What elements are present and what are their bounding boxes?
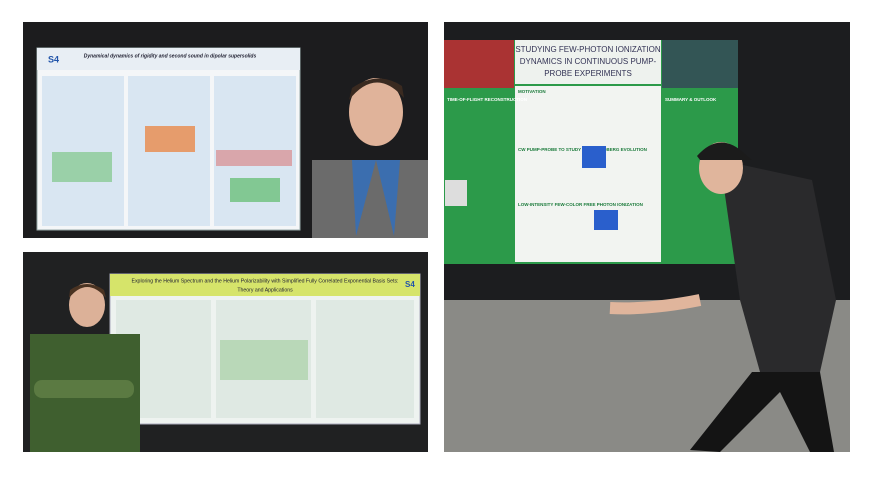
poster-title: STUDYING FEW-PHOTON IONIZATION (515, 45, 661, 54)
poster-title: DYNAMICS IN CONTINUOUS PUMP- (520, 57, 657, 66)
section-heading: TIME-OF-FLIGHT RECONSTRUCTION (447, 97, 527, 102)
photo-3: STUDYING FEW-PHOTON IONIZATION DYNAMICS … (444, 22, 850, 452)
poster-title: Theory and Applications (237, 287, 293, 293)
photo-1: S4 Dynamical dynamics of rigidity and se… (23, 22, 428, 238)
poster-title: PROBE EXPERIMENTS (544, 69, 632, 78)
poster-title: Exploring the Helium Spectrum and the He… (132, 278, 399, 284)
poster-logo: S4 (48, 54, 59, 64)
poster-logo: S4 (405, 280, 415, 289)
section-heading: LOW-INTENSITY FEW-COLOR FREE PHOTON IONI… (518, 202, 643, 207)
section-heading: MOTIVATION (518, 89, 546, 94)
section-heading: SUMMARY & OUTLOOK (665, 97, 717, 102)
poster-title: Dynamical dynamics of rigidity and secon… (84, 53, 257, 59)
photo-2: Exploring the Helium Spectrum and the He… (23, 252, 428, 452)
